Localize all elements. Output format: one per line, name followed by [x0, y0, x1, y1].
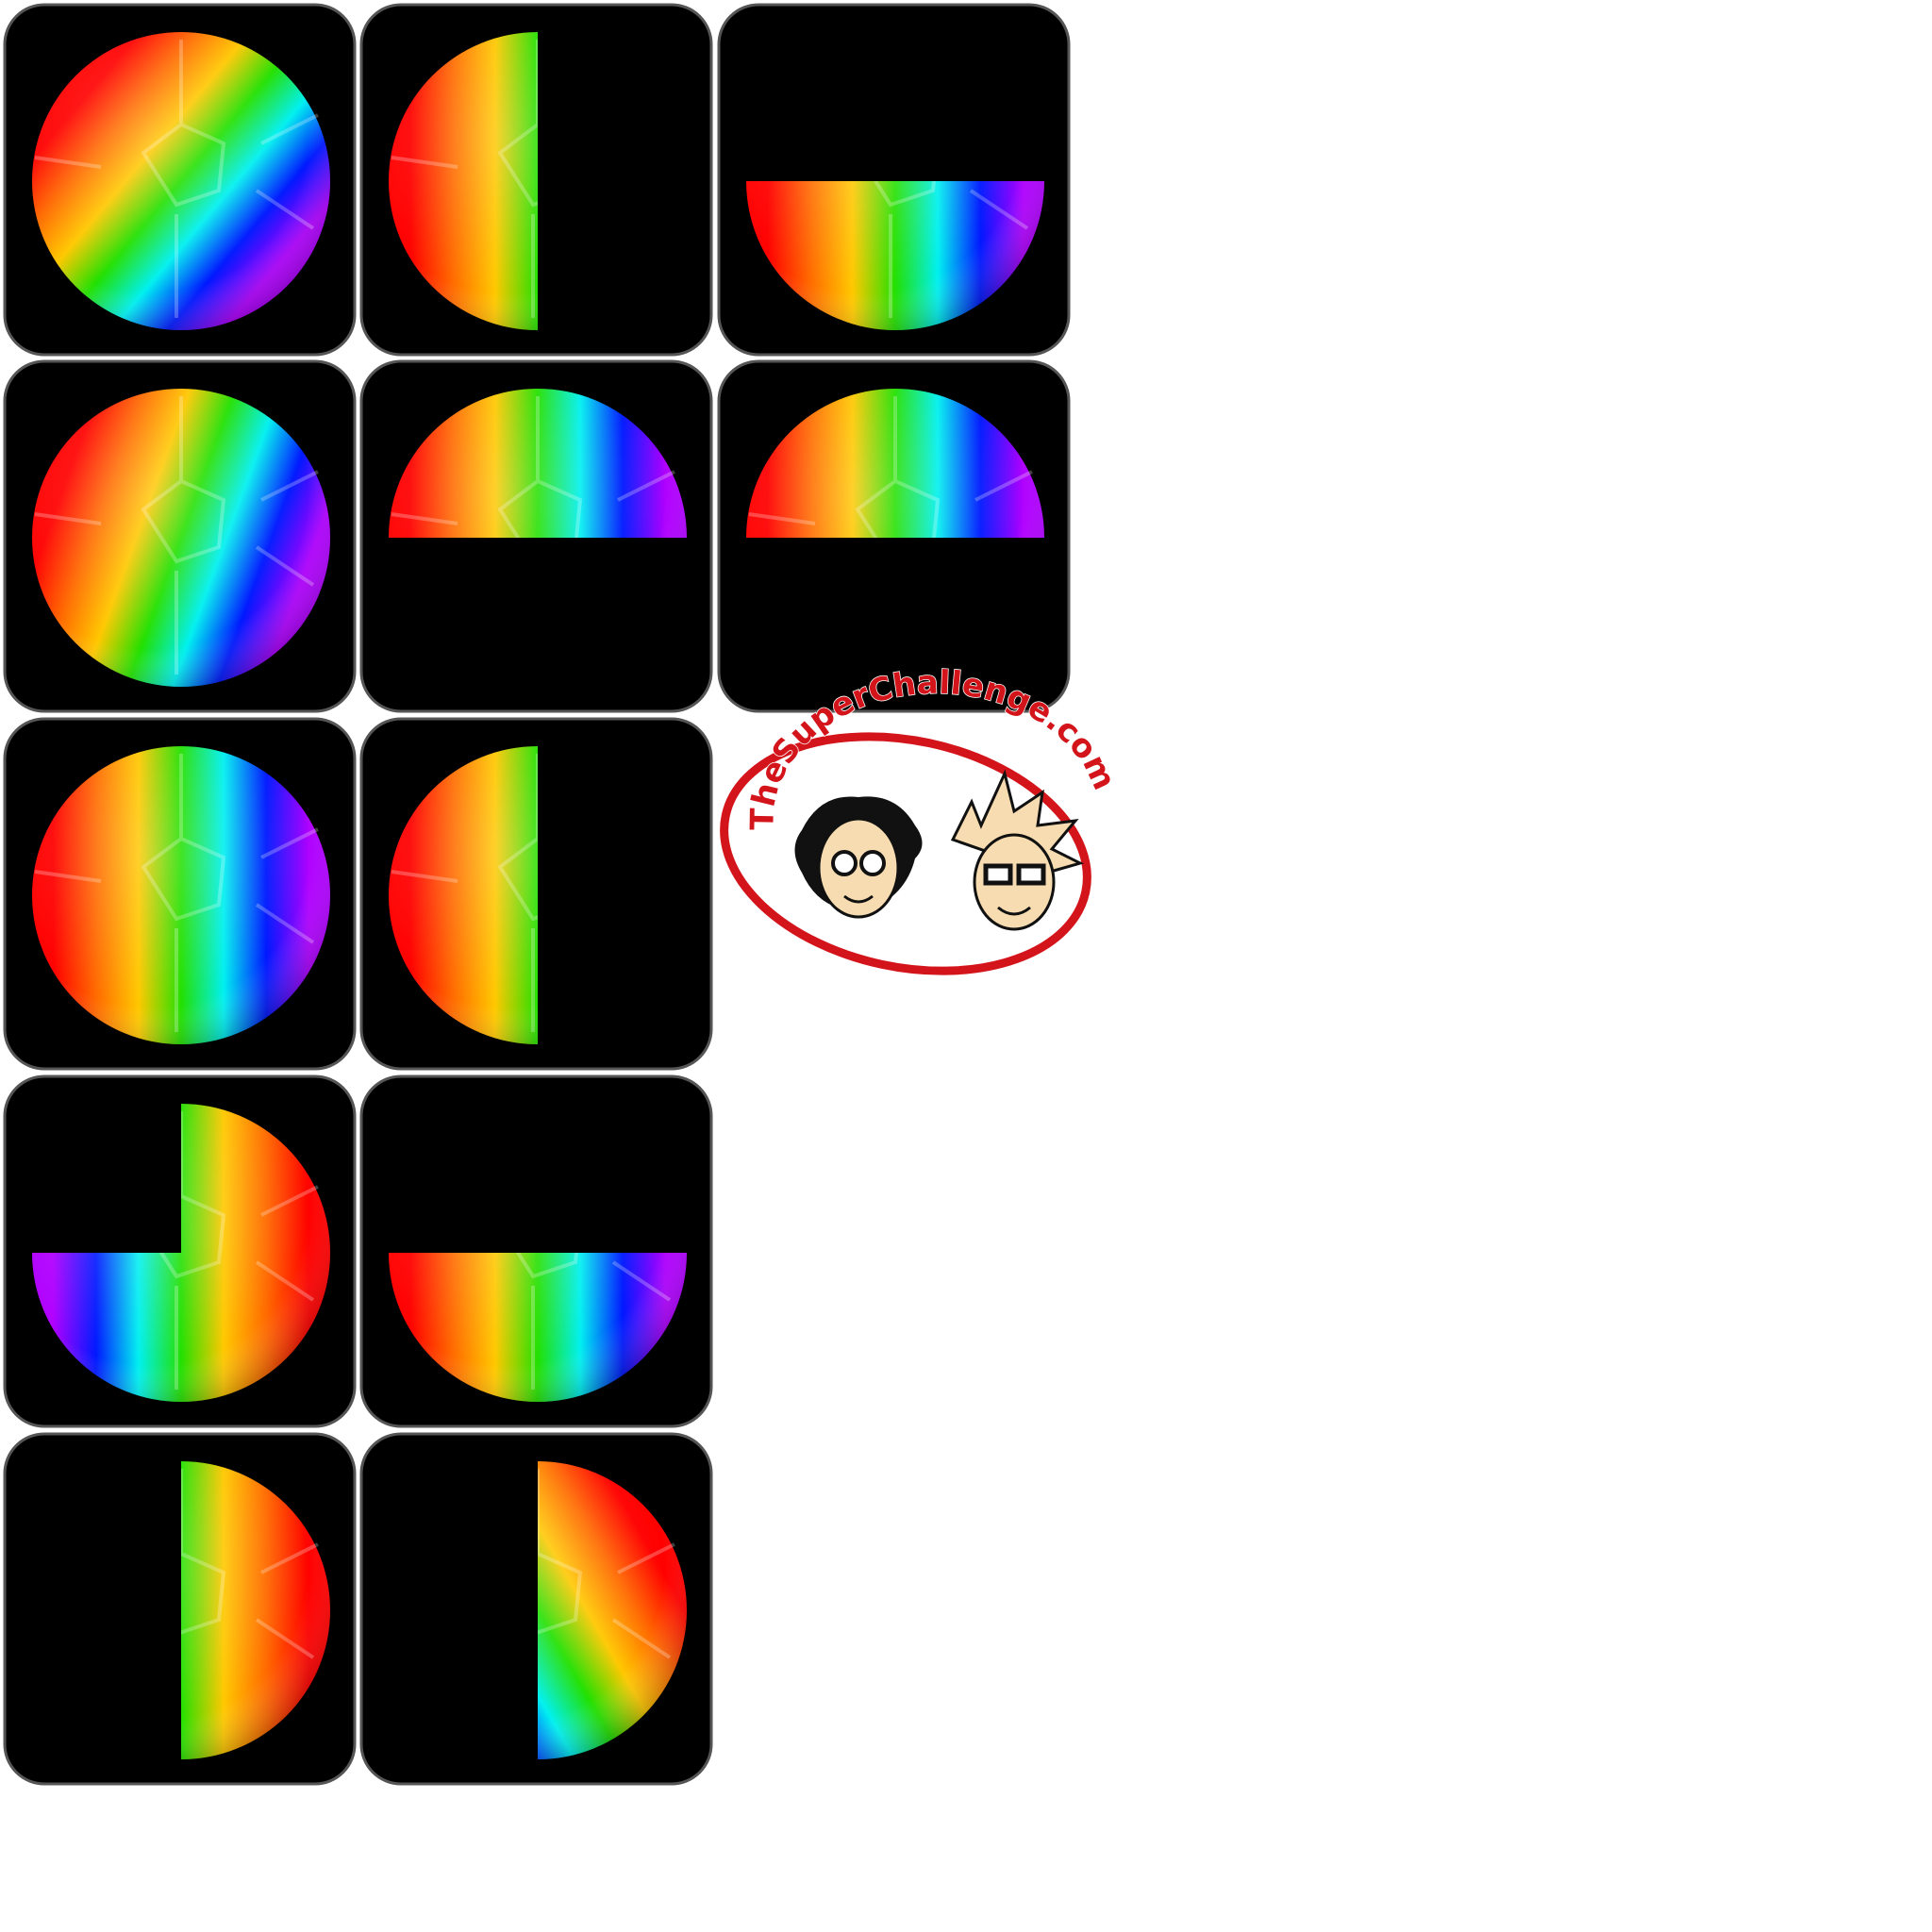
tile [359, 359, 713, 713]
ball [32, 32, 330, 330]
ball-shade [181, 1461, 330, 1759]
ball [389, 746, 538, 1044]
ball-seams [34, 754, 319, 1032]
ball-seams [34, 40, 319, 318]
ball [746, 181, 1044, 330]
ball-shade [538, 1461, 687, 1759]
tile [3, 359, 357, 713]
ball [746, 389, 1044, 538]
tile [3, 3, 357, 357]
tile-grid [3, 3, 1071, 1786]
face-right [950, 769, 1085, 931]
tile [359, 3, 713, 357]
tile [3, 1432, 357, 1786]
ball [32, 746, 330, 1044]
tile [717, 359, 1071, 713]
ball-shade [32, 32, 330, 330]
tile [359, 1432, 713, 1786]
ball-seams [515, 1253, 672, 1390]
tile [3, 1074, 357, 1428]
ball [389, 32, 538, 330]
ball-seams [34, 1111, 319, 1390]
tile [359, 1074, 713, 1428]
logo: TheSuperChallenge.com [720, 663, 1124, 975]
ball-shade [389, 32, 538, 330]
ball [32, 389, 330, 687]
ball-seams [181, 1469, 319, 1659]
ball [538, 1461, 687, 1759]
tile [3, 717, 357, 1071]
ball-seams [34, 396, 319, 675]
ball-seams [873, 181, 1029, 318]
logo-ring [720, 732, 1091, 975]
ball-shade [32, 746, 330, 1044]
ball-shade [389, 746, 538, 1044]
ball-shade [389, 389, 687, 538]
face-left [794, 796, 923, 919]
ball [389, 1253, 687, 1402]
ball-seams [538, 1469, 675, 1659]
ball-shade [389, 1253, 687, 1402]
ball [181, 1461, 330, 1759]
ball-seams [391, 396, 675, 538]
ball-seams [748, 396, 1033, 538]
ball-shade [746, 389, 1044, 538]
ball-shade [32, 389, 330, 687]
ball-shade [746, 181, 1044, 330]
tile [717, 3, 1071, 357]
ball [389, 389, 687, 538]
tile [359, 717, 713, 1071]
